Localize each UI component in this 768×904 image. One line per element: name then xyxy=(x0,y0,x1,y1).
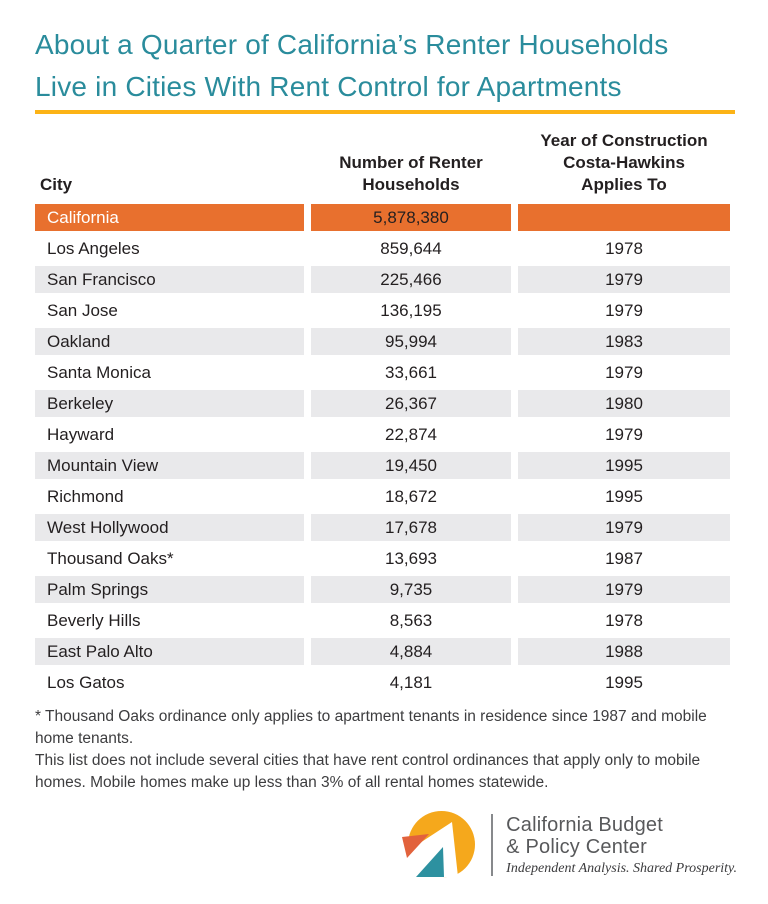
cell-city: San Francisco xyxy=(35,266,304,293)
cell-year: 1979 xyxy=(605,301,643,320)
cell-year xyxy=(518,204,730,231)
footnote-mobile-homes: This list does not include several citie… xyxy=(35,752,701,791)
cell-year: 1987 xyxy=(605,549,643,568)
cell-year: 1979 xyxy=(605,425,643,444)
footnotes: * Thousand Oaks ordinance only applies t… xyxy=(35,706,741,794)
table-row: Palm Springs 9,735 1979 xyxy=(35,576,730,603)
title-divider-rule xyxy=(35,110,735,114)
table-row: Beverly Hills 8,563 1978 xyxy=(35,607,730,634)
cell-city: San Jose xyxy=(47,301,118,320)
cell-year: 1979 xyxy=(518,514,730,541)
cell-households: 13,693 xyxy=(385,549,437,568)
cell-year: 1995 xyxy=(605,673,643,692)
cell-city: Richmond xyxy=(47,487,124,506)
cell-households: 26,367 xyxy=(311,390,511,417)
table-row: East Palo Alto 4,884 1988 xyxy=(35,638,730,665)
cell-year: 1979 xyxy=(518,576,730,603)
table-row: Mountain View 19,450 1995 xyxy=(35,452,730,479)
table-header-row: City Number of Renter Households Year of… xyxy=(35,128,730,200)
table-row: Los Gatos 4,181 1995 xyxy=(35,669,730,696)
table-row: Thousand Oaks* 13,693 1987 xyxy=(35,545,730,572)
cell-year: 1980 xyxy=(518,390,730,417)
cell-year: 1979 xyxy=(605,363,643,382)
cell-year: 1983 xyxy=(518,328,730,355)
cell-year: 1995 xyxy=(605,487,643,506)
cell-households: 4,181 xyxy=(389,673,433,692)
cell-year: 1979 xyxy=(518,266,730,293)
cell-city: Mountain View xyxy=(35,452,304,479)
cell-year: 1978 xyxy=(605,611,643,630)
footnote-thousand-oaks: * Thousand Oaks ordinance only applies t… xyxy=(35,708,707,747)
logo-name-line2: & Policy Center xyxy=(506,835,647,858)
page-title: About a Quarter of California’s Renter H… xyxy=(35,24,745,108)
cell-households: 225,466 xyxy=(311,266,511,293)
table-row: San Francisco 225,466 1979 xyxy=(35,266,730,293)
logo-tagline: Independent Analysis. Shared Prosperity. xyxy=(506,860,737,876)
cell-households: 95,994 xyxy=(311,328,511,355)
cell-households: 859,644 xyxy=(380,239,442,258)
page-title-line2: Live in Cities With Rent Control for Apa… xyxy=(35,71,622,102)
cell-city: Beverly Hills xyxy=(47,611,141,630)
table-row-california: California 5,878,380 xyxy=(35,204,730,231)
page-title-line1: About a Quarter of California’s Renter H… xyxy=(35,29,669,60)
cell-city: Los Gatos xyxy=(47,673,125,692)
cell-households: 33,661 xyxy=(385,363,437,382)
cell-households: 136,195 xyxy=(380,301,442,320)
cell-year: 1988 xyxy=(518,638,730,665)
cell-city: Hayward xyxy=(47,425,115,444)
cell-city: Los Angeles xyxy=(47,239,140,258)
cell-year: 1995 xyxy=(518,452,730,479)
table-row: Richmond 18,672 1995 xyxy=(35,483,730,510)
logo-divider xyxy=(490,814,494,876)
cell-households: 9,735 xyxy=(311,576,511,603)
table-row: Berkeley 26,367 1980 xyxy=(35,390,730,417)
cell-households: 5,878,380 xyxy=(311,204,511,231)
cell-households: 22,874 xyxy=(385,425,437,444)
logo-name: California Budget & Policy Center xyxy=(506,814,737,858)
cbpc-logo: California Budget & Policy Center Indepe… xyxy=(399,806,737,884)
logo-text: California Budget & Policy Center Indepe… xyxy=(506,814,737,877)
cell-households: 8,563 xyxy=(389,611,433,630)
cbpc-logo-mark-icon xyxy=(399,811,475,881)
cell-year: 1978 xyxy=(605,239,643,258)
cell-city: Palm Springs xyxy=(35,576,304,603)
cell-city: Thousand Oaks* xyxy=(47,549,174,568)
cell-city: Berkeley xyxy=(35,390,304,417)
table-row: Oakland 95,994 1983 xyxy=(35,328,730,355)
col-header-city: City xyxy=(40,175,73,194)
table-row: West Hollywood 17,678 1979 xyxy=(35,514,730,541)
col-header-year: Year of Construction Costa-Hawkins Appli… xyxy=(540,131,708,194)
cell-city: West Hollywood xyxy=(35,514,304,541)
cell-city: Oakland xyxy=(35,328,304,355)
cell-city: Santa Monica xyxy=(47,363,151,382)
cell-city: California xyxy=(35,204,304,231)
cell-city: East Palo Alto xyxy=(35,638,304,665)
table-row: Los Angeles 859,644 1978 xyxy=(35,235,730,262)
cell-households: 18,672 xyxy=(385,487,437,506)
cell-households: 17,678 xyxy=(311,514,511,541)
col-header-households: Number of Renter Households xyxy=(339,153,483,194)
rent-control-table: City Number of Renter Households Year of… xyxy=(28,124,737,700)
table-row: Hayward 22,874 1979 xyxy=(35,421,730,448)
cell-households: 4,884 xyxy=(311,638,511,665)
table-row: San Jose 136,195 1979 xyxy=(35,297,730,324)
logo-name-line1: California Budget xyxy=(506,813,663,836)
table-row: Santa Monica 33,661 1979 xyxy=(35,359,730,386)
cell-households: 19,450 xyxy=(311,452,511,479)
